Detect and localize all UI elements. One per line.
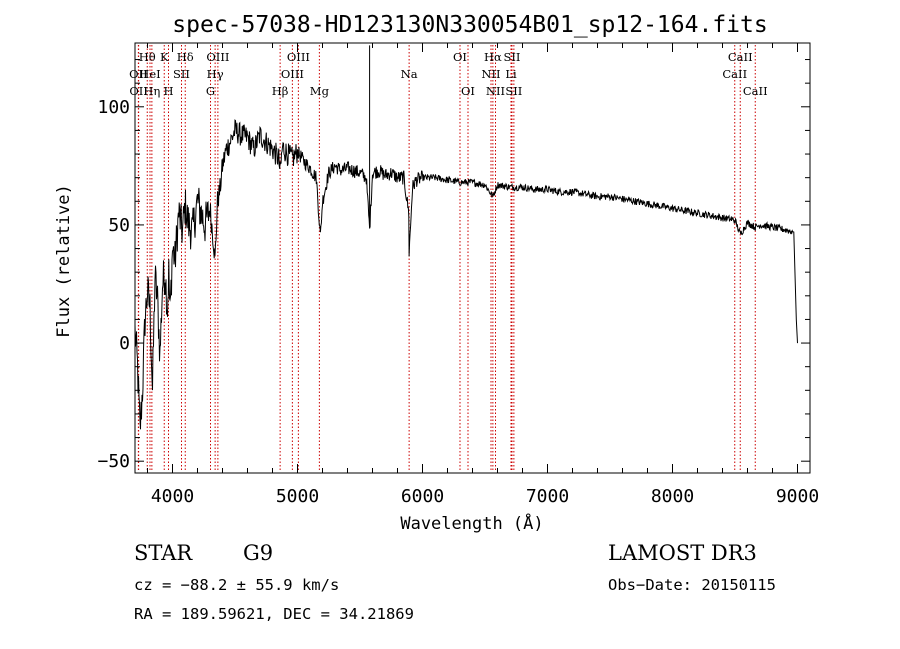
y-axis-label: Flux (relative) [54, 184, 74, 338]
spectral-line-label: OII [129, 67, 148, 81]
spectral-line-label: OI [461, 84, 475, 98]
spectral-line-label: SII [504, 50, 521, 64]
spectrum-line [134, 45, 798, 430]
spectral-line-label: OI [453, 50, 467, 64]
chart-title: spec-57038-HD123130N330054B01_sp12-164.f… [172, 12, 767, 38]
object-subclass: G9 [243, 541, 273, 565]
spectral-line-label: Hα [484, 50, 502, 64]
x-axis-ticks: 4000 5000 6000 7000 8000 9000 [147, 43, 819, 507]
y-tick-label: 50 [108, 215, 130, 236]
spectral-line-label: Na [401, 67, 418, 81]
spectral-line-label: SII [505, 84, 522, 98]
redshift-cz: cz = −88.2 ± 55.9 km/s [134, 576, 339, 594]
survey-name: LAMOST DR3 [608, 541, 757, 565]
y-tick-label: 0 [119, 333, 130, 354]
spectral-line-label: Li [505, 67, 517, 81]
x-tick-label: 7000 [526, 486, 569, 507]
y-tick-label: 100 [97, 97, 130, 118]
spectral-line-label: SII [173, 67, 190, 81]
spectral-line-label: OIII [206, 50, 229, 64]
spectral-line-label: Hη [143, 84, 160, 98]
object-class: STAR [134, 541, 193, 565]
spectral-line-label: Hθ [139, 50, 156, 64]
plot-frame [134, 42, 811, 474]
x-tick-label: 5000 [276, 486, 319, 507]
spectral-line-label: OIII [287, 50, 310, 64]
x-tick-label: 6000 [401, 486, 444, 507]
spectral-line-label: CaII [743, 84, 768, 98]
spectral-line-label: K [160, 50, 169, 64]
spectral-line-label: NII [481, 67, 500, 81]
y-tick-label: −50 [97, 451, 130, 472]
x-tick-label: 8000 [651, 486, 694, 507]
spectral-line-label: Mg [310, 84, 330, 98]
spectral-line-label: Hγ [207, 67, 224, 81]
x-tick-label: 9000 [776, 486, 819, 507]
x-tick-label: 4000 [151, 486, 194, 507]
spectral-line-label: CaII [722, 67, 747, 81]
spectral-line-label: Hδ [177, 50, 194, 64]
spectral-line-label: OII [129, 84, 148, 98]
y-axis-ticks: −50 0 50 100 [97, 59, 810, 472]
spectral-line-label: OIII [281, 67, 304, 81]
spectral-line-label: G [206, 84, 215, 98]
spectral-line-markers [137, 45, 756, 472]
spectral-line-label: H [163, 84, 173, 98]
observation-date: Obs−Date: 20150115 [608, 576, 776, 594]
spectral-line-label: NII [486, 84, 505, 98]
spectral-line-label: HeI [139, 67, 160, 81]
coordinates: RA = 189.59621, DEC = 34.21869 [134, 605, 414, 623]
x-axis-label: Wavelength (Å) [400, 512, 543, 534]
spectral-line-label: Hβ [272, 84, 289, 98]
spectral-line-label: CaII [728, 50, 753, 64]
